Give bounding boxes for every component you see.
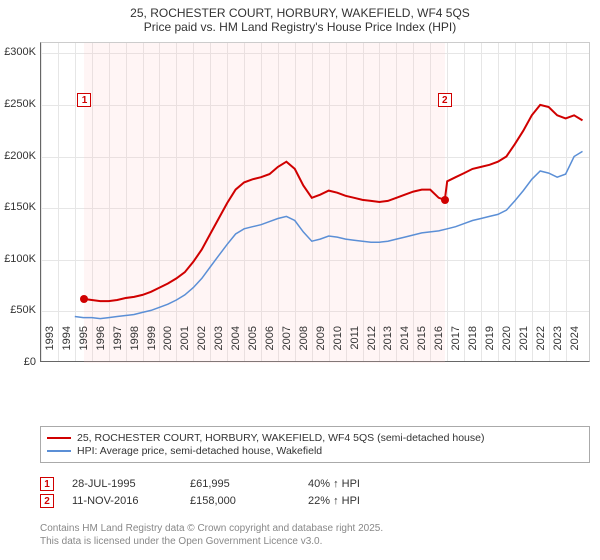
y-axis-label: £100K xyxy=(0,253,36,265)
legend-item: 25, ROCHESTER COURT, HORBURY, WAKEFIELD,… xyxy=(47,432,583,444)
sale-row: 2 11-NOV-2016 £158,000 22% ↑ HPI xyxy=(40,494,590,508)
sale-marker: 2 xyxy=(40,494,54,508)
x-axis-label: 2002 xyxy=(196,326,208,366)
x-axis-label: 1993 xyxy=(44,326,56,366)
chart-area: 12 £0£50K£100K£150K£200K£250K£300K 19931… xyxy=(40,42,590,387)
y-axis-label: £150K xyxy=(0,201,36,213)
chart-container: 25, ROCHESTER COURT, HORBURY, WAKEFIELD,… xyxy=(0,0,600,560)
sale-hpi-diff: 40% ↑ HPI xyxy=(308,478,408,490)
x-axis-label: 2006 xyxy=(264,326,276,366)
x-axis-label: 2007 xyxy=(281,326,293,366)
legend: 25, ROCHESTER COURT, HORBURY, WAKEFIELD,… xyxy=(40,426,590,463)
x-axis-label: 2024 xyxy=(569,326,581,366)
x-axis-label: 2019 xyxy=(484,326,496,366)
line-plot xyxy=(41,43,591,363)
x-axis-label: 2008 xyxy=(298,326,310,366)
series-hpi xyxy=(75,151,583,318)
x-axis-label: 1997 xyxy=(112,326,124,366)
footer-attribution: Contains HM Land Registry data © Crown c… xyxy=(40,522,383,548)
sale-marker: 1 xyxy=(40,477,54,491)
x-axis-label: 2015 xyxy=(416,326,428,366)
sale-date: 28-JUL-1995 xyxy=(72,478,172,490)
title-subtitle: Price paid vs. HM Land Registry's House … xyxy=(0,20,600,34)
x-axis-label: 2023 xyxy=(552,326,564,366)
legend-item: HPI: Average price, semi-detached house,… xyxy=(47,445,583,457)
x-axis-label: 2017 xyxy=(450,326,462,366)
x-axis-label: 2020 xyxy=(501,326,513,366)
x-axis-label: 1994 xyxy=(61,326,73,366)
x-axis-label: 1999 xyxy=(146,326,158,366)
title-block: 25, ROCHESTER COURT, HORBURY, WAKEFIELD,… xyxy=(0,0,600,36)
sale-marker-label: 1 xyxy=(77,93,91,107)
plot-background: 12 xyxy=(40,42,590,362)
legend-swatch xyxy=(47,450,71,452)
x-axis-label: 2013 xyxy=(382,326,394,366)
footer-line1: Contains HM Land Registry data © Crown c… xyxy=(40,522,383,535)
sale-price: £158,000 xyxy=(190,495,290,507)
x-axis-label: 2001 xyxy=(179,326,191,366)
sale-hpi-diff: 22% ↑ HPI xyxy=(308,495,408,507)
footer-line2: This data is licensed under the Open Gov… xyxy=(40,535,383,548)
sale-marker-label: 2 xyxy=(438,93,452,107)
x-axis-label: 2012 xyxy=(366,326,378,366)
y-axis-label: £0 xyxy=(0,356,36,368)
x-axis-label: 2000 xyxy=(162,326,174,366)
x-axis-label: 2004 xyxy=(230,326,242,366)
x-axis-label: 2018 xyxy=(467,326,479,366)
legend-label: HPI: Average price, semi-detached house,… xyxy=(77,445,322,457)
y-axis-label: £300K xyxy=(0,46,36,58)
x-axis-label: 2014 xyxy=(399,326,411,366)
y-axis-label: £200K xyxy=(0,150,36,162)
x-axis-label: 2021 xyxy=(518,326,530,366)
sale-row: 1 28-JUL-1995 £61,995 40% ↑ HPI xyxy=(40,477,590,491)
y-axis-label: £250K xyxy=(0,98,36,110)
x-axis-label: 1996 xyxy=(95,326,107,366)
legend-swatch xyxy=(47,437,71,440)
x-axis-label: 2010 xyxy=(332,326,344,366)
x-axis-label: 2011 xyxy=(349,326,361,366)
x-axis-label: 2016 xyxy=(433,326,445,366)
y-axis-label: £50K xyxy=(0,304,36,316)
x-axis-label: 1998 xyxy=(129,326,141,366)
series-price_paid xyxy=(85,105,583,301)
x-axis-label: 1995 xyxy=(78,326,90,366)
x-axis-label: 2005 xyxy=(247,326,259,366)
x-axis-label: 2022 xyxy=(535,326,547,366)
sale-marker-dot xyxy=(441,196,449,204)
legend-label: 25, ROCHESTER COURT, HORBURY, WAKEFIELD,… xyxy=(77,432,484,444)
x-axis-label: 2009 xyxy=(315,326,327,366)
sales-table: 1 28-JUL-1995 £61,995 40% ↑ HPI 2 11-NOV… xyxy=(40,474,590,511)
x-axis-label: 2003 xyxy=(213,326,225,366)
sale-price: £61,995 xyxy=(190,478,290,490)
sale-marker-dot xyxy=(80,295,88,303)
sale-date: 11-NOV-2016 xyxy=(72,495,172,507)
title-address: 25, ROCHESTER COURT, HORBURY, WAKEFIELD,… xyxy=(0,6,600,20)
